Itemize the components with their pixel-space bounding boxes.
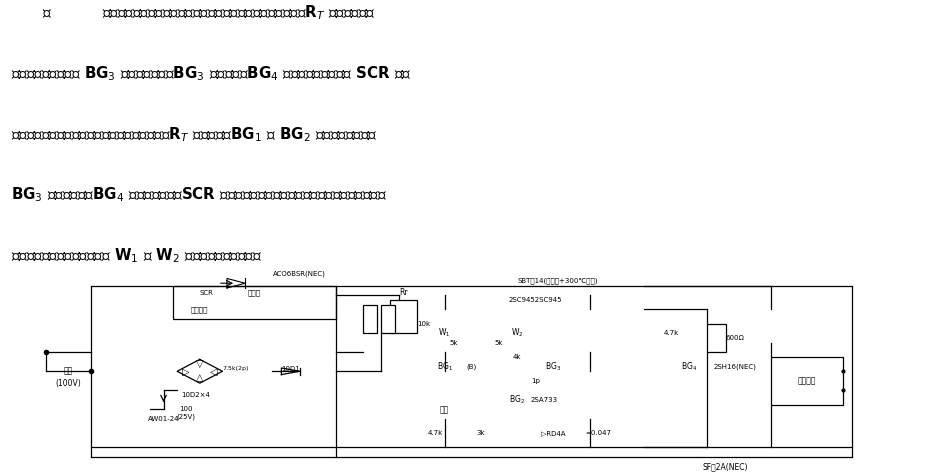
Bar [381,305,395,333]
Text: ◁: ◁ [210,366,217,377]
Text: (100V): (100V) [56,379,81,387]
Text: W$_1$: W$_1$ [438,327,450,339]
Text: (B): (B) [466,363,477,370]
Text: BG$_2$: BG$_2$ [509,394,525,406]
Bar [708,324,725,352]
Text: AW01-24: AW01-24 [148,416,179,422]
Text: (25V): (25V) [177,413,196,420]
Bar [390,300,417,333]
Text: BG$_3$: BG$_3$ [545,360,561,373]
Text: Rr: Rr [400,288,408,297]
Text: 5k: 5k [450,340,458,346]
Text: 就可实现温度自动控制。调节 W$_1$ 和 W$_2$ 可调整温度控制范围。: 就可实现温度自动控制。调节 W$_1$ 和 W$_2$ 可调整温度控制范围。 [11,247,263,265]
Text: 2SA733: 2SA733 [531,397,558,403]
Text: ▷RD4A: ▷RD4A [541,430,565,436]
Text: BG$_4$: BG$_4$ [681,360,697,373]
Text: SCR: SCR [200,290,214,296]
Bar [173,286,336,319]
Text: 4.7k: 4.7k [663,330,679,336]
Text: 10D2×4: 10D2×4 [180,392,210,398]
Text: 4k: 4k [512,354,522,360]
Text: ▷: ▷ [182,366,190,377]
Text: W$_2$: W$_2$ [511,327,524,339]
Text: 10k: 10k [417,321,430,327]
Text: 5k: 5k [495,340,503,346]
Text: 触发输入: 触发输入 [191,306,208,313]
Text: 2SH16(NEC): 2SH16(NEC) [713,363,756,370]
Text: 触发输出: 触发输出 [798,377,817,385]
Text: =0.047: =0.047 [586,430,611,436]
Text: 7.5k(2p): 7.5k(2p) [223,367,249,371]
Bar [771,357,844,405]
Text: △: △ [196,373,204,384]
Text: 10D1: 10D1 [281,366,300,372]
Text: 加热器: 加热器 [248,289,261,296]
Text: ACO6BSR(NEC): ACO6BSR(NEC) [273,270,326,277]
Text: 调温: 调温 [440,405,450,414]
Text: BG$_1$: BG$_1$ [437,360,452,373]
Text: SF－2A(NEC): SF－2A(NEC) [703,462,748,471]
Text: SBT－14(常温～+300℃测温): SBT－14(常温～+300℃测温) [517,278,598,284]
Text: 角增大，加热器电流增大升温。当温度升高时，R$_T$ 阻值减小，BG$_1$ 和 BG$_2$ 差动放大级输出使: 角增大，加热器电流增大升温。当温度升高时，R$_T$ 阻值减小，BG$_1$ 和… [11,125,377,144]
Text: 电源: 电源 [64,367,73,376]
Text: 3k: 3k [476,430,485,436]
Text: 动放大器输出信号使 BG$_3$ 基极电位降低，BG$_3$ 电流增加，BG$_4$ 产生的脉冲前移，使 SCR 导通: 动放大器输出信号使 BG$_3$ 基极电位降低，BG$_3$ 电流增加，BG$_… [11,64,412,83]
Text: 图          所示自动温度控制器的工作原理如下：当温度低于整定值时，R$_T$ 阻值大，而差: 图 所示自动温度控制器的工作原理如下：当温度低于整定值时，R$_T$ 阻值大，而… [42,3,376,22]
Text: BG$_3$ 的电流减小，BG$_4$ 输出脉冲后移，SCR 导通角减小，通过加热器的电流减小而降温。这样: BG$_3$ 的电流减小，BG$_4$ 输出脉冲后移，SCR 导通角减小，通过加… [11,186,387,204]
Text: 2SC9452SC945: 2SC9452SC945 [509,297,562,303]
Text: 1p: 1p [531,378,539,384]
Text: ▽: ▽ [196,359,204,369]
Bar [363,305,376,333]
Text: 100: 100 [179,407,193,412]
Text: 4.7k: 4.7k [428,430,443,436]
Text: 600Ω: 600Ω [725,335,744,341]
